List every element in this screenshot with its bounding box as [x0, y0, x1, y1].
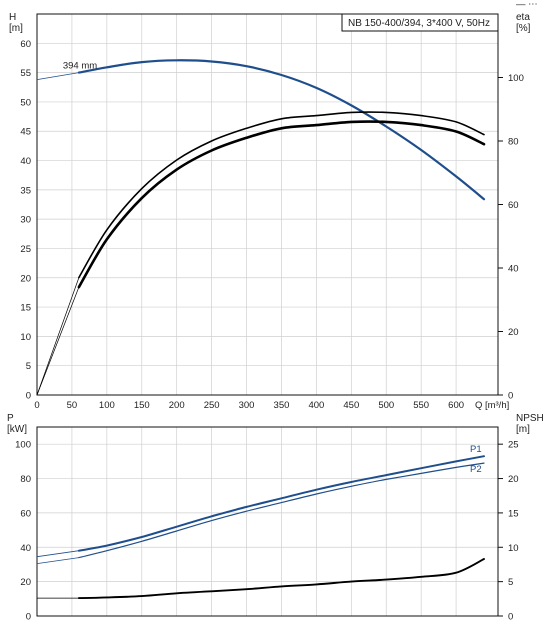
y2-tick-label: 20 — [508, 474, 519, 485]
npsh-curve — [77, 558, 485, 600]
p1-label: P1 — [470, 444, 482, 455]
axis-title-line: [m] — [9, 23, 23, 34]
y2-tick-label: 100 — [508, 73, 524, 84]
axis-title-line: eta — [516, 12, 530, 23]
y-tick-label: 45 — [20, 127, 31, 138]
x-tick-label: 450 — [343, 400, 359, 411]
y-axis-title-head: H [m] — [9, 12, 23, 34]
head-curve-label: 394 mm — [63, 60, 97, 71]
y2-tick-label: 15 — [508, 508, 519, 519]
power-p2-curve — [78, 462, 485, 559]
head-curve-extension — [36, 72, 79, 80]
efficiency-curve-lower — [77, 120, 486, 289]
y-tick-label: 55 — [20, 68, 31, 79]
head-curve — [77, 59, 486, 201]
y2-tick-label: 60 — [508, 200, 519, 211]
x-tick-label: 250 — [204, 400, 220, 411]
x-tick-label: 350 — [274, 400, 290, 411]
axis-title-line: H — [9, 12, 16, 23]
chart-title: NB 150-400/394, 3*400 V, 50Hz — [348, 18, 490, 29]
efficiency-curve-upper — [78, 111, 485, 279]
x-tick-label: 150 — [134, 400, 150, 411]
x-tick-label: 200 — [169, 400, 185, 411]
title-box — [341, 13, 499, 32]
y-tick-label: 35 — [20, 185, 31, 196]
x-tick-label: 300 — [239, 400, 255, 411]
axis-title-line: [kW] — [7, 424, 27, 435]
bottom-curves: P1 P2 — [36, 444, 485, 600]
y-tick-label: 50 — [20, 97, 31, 108]
y-tick-label: 20 — [20, 577, 31, 588]
x-tick-label: 600 — [448, 400, 464, 411]
axis-title-line: [%] — [516, 23, 531, 34]
y2-tick-label: 25 — [508, 440, 519, 451]
y2-tick-label: 0 — [508, 612, 513, 623]
y-axis-title-power: P [kW] — [7, 413, 27, 435]
x-axis-title: Q [m³/h] — [475, 400, 509, 411]
y-tick-label: 0 — [26, 391, 31, 402]
x-tick-label: 100 — [99, 400, 115, 411]
efficiency-curve-extension — [36, 286, 80, 396]
bottom-panel-frame — [36, 426, 499, 617]
y-tick-label: 5 — [26, 361, 31, 372]
y2-tick-label: 0 — [508, 391, 513, 402]
y-tick-label: 0 — [26, 612, 31, 623]
y-tick-label: 25 — [20, 244, 31, 255]
power-p2-curve-extension — [36, 557, 79, 564]
bottom-tick-labels: 0 20 40 60 80 100 0 5 10 15 20 25 — [15, 440, 518, 623]
y-tick-label: 10 — [20, 332, 31, 343]
axis-title-line: P — [7, 413, 14, 424]
axis-title-line: [m] — [516, 424, 530, 435]
x-tick-label: 550 — [413, 400, 429, 411]
y-tick-label: 100 — [15, 440, 31, 451]
x-tick-label: 400 — [308, 400, 324, 411]
y-tick-label: 40 — [20, 156, 31, 167]
y2-tick-label: 10 — [508, 543, 519, 554]
x-tick-label: 500 — [378, 400, 394, 411]
y-tick-label: 40 — [20, 543, 31, 554]
p2-label: P2 — [470, 464, 482, 475]
y2-tick-label: 80 — [508, 137, 519, 148]
y-tick-label: 80 — [20, 474, 31, 485]
y2-tick-label: 20 — [508, 327, 519, 338]
y2-axis-title-npsh: NPSH [m] — [516, 413, 544, 435]
y-tick-label: 60 — [20, 508, 31, 519]
power-p1-curve-extension — [36, 550, 79, 558]
y-tick-label: 15 — [20, 303, 31, 314]
y-tick-label: 30 — [20, 215, 31, 226]
axis-title-line: NPSH — [516, 413, 544, 424]
y-tick-label: 60 — [20, 39, 31, 50]
y2-axis-title-eta: eta [%] — [516, 12, 531, 34]
x-tick-label: 0 — [34, 400, 39, 411]
x-tick-label: 50 — [67, 400, 78, 411]
top-tick-labels: 0 50 100 150 200 250 300 350 400 450 500 550 600 Q [m… — [20, 39, 523, 411]
y2-tick-label: 5 — [508, 577, 513, 588]
window-control-icon[interactable]: — ⋯ — [516, 0, 538, 10]
efficiency-curve-extension — [36, 277, 80, 396]
y-tick-label: 20 — [20, 273, 31, 284]
top-curves: 394 mm — [36, 59, 486, 396]
power-p1-curve — [77, 455, 485, 552]
y2-tick-label: 40 — [508, 264, 519, 275]
